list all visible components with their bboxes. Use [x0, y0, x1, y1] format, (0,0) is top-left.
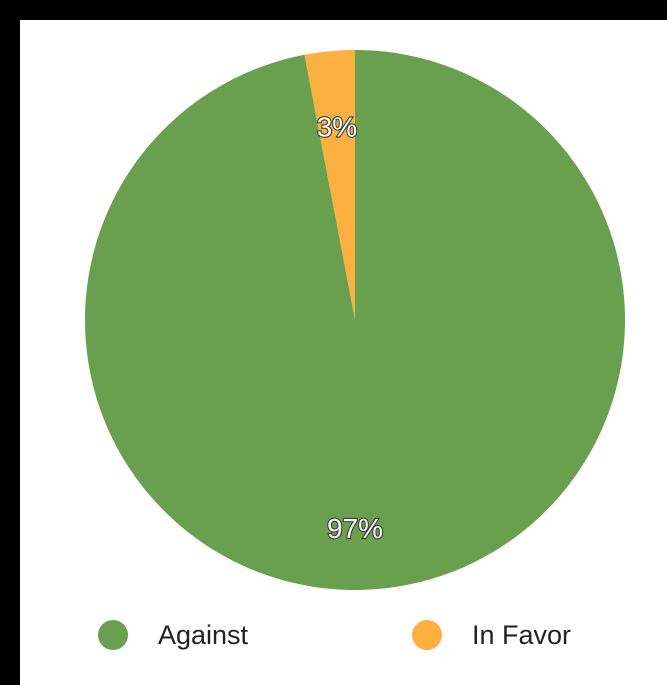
- pie-chart: 3% 97%: [85, 50, 626, 591]
- legend-item-against: Against: [98, 615, 248, 655]
- legend-item-in-favor: In Favor: [412, 615, 571, 655]
- data-label-against: 97%: [327, 513, 383, 544]
- chart-area: 3% 97% Against In Favor: [20, 20, 667, 685]
- legend: Against In Favor: [20, 605, 667, 665]
- legend-label-in-favor: In Favor: [472, 619, 572, 650]
- pie-slice-in-favor: [304, 50, 355, 320]
- legend-swatch-in-favor: [412, 620, 442, 650]
- legend-swatch-against: [98, 620, 128, 650]
- legend-label-against: Against: [158, 619, 249, 650]
- data-label-in-favor: 3%: [317, 112, 357, 143]
- pie-slice-against: [85, 50, 626, 591]
